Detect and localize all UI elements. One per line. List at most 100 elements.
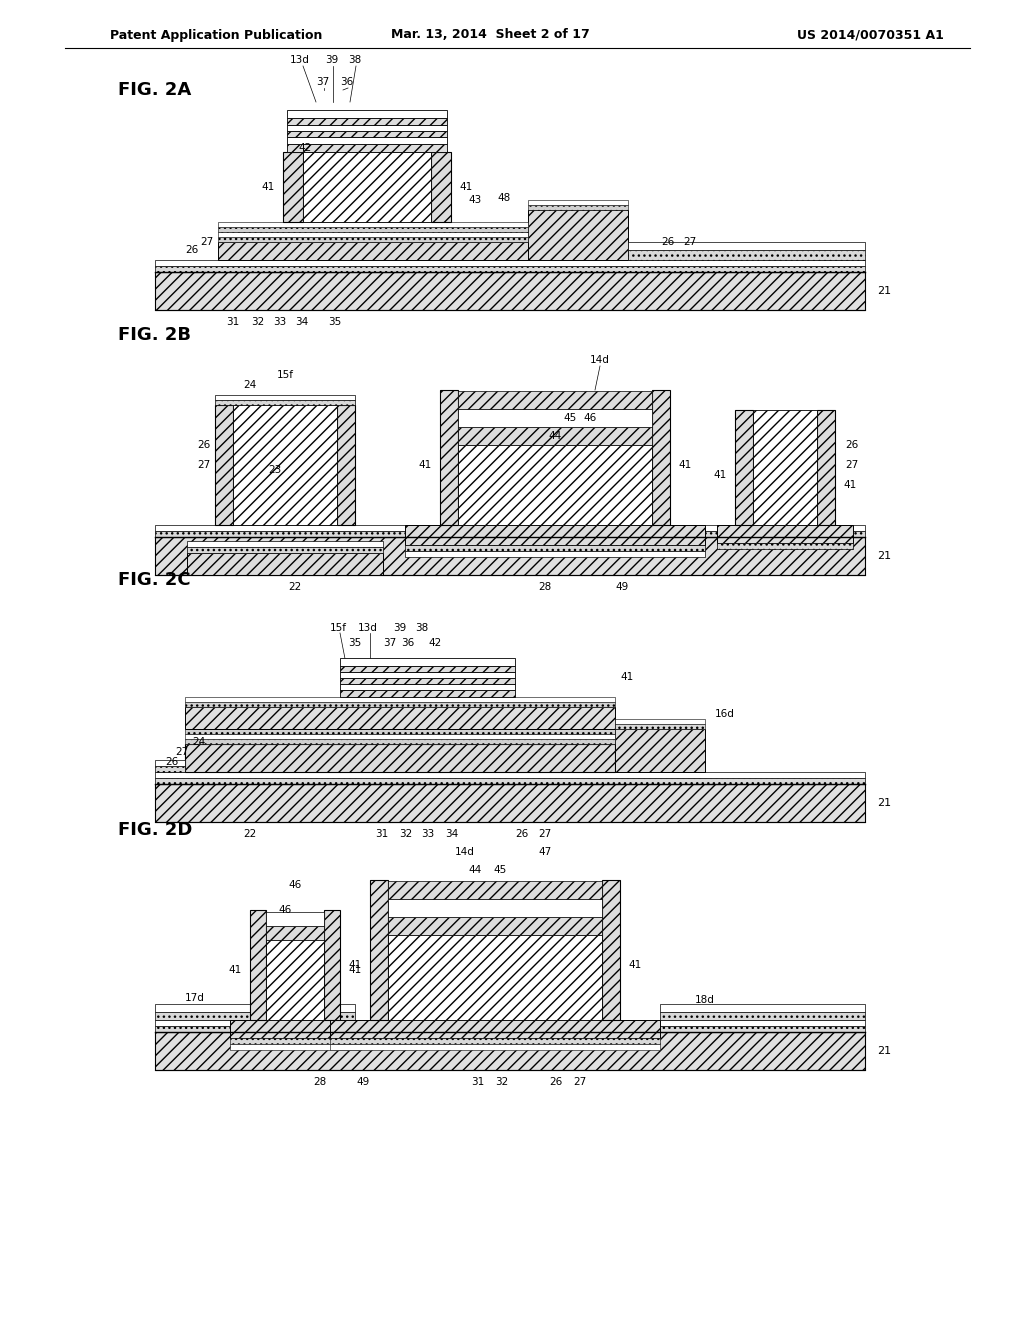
Bar: [388, 917, 602, 935]
Bar: [155, 1026, 865, 1032]
Text: 41: 41: [419, 459, 432, 470]
Bar: [155, 272, 865, 310]
Bar: [215, 400, 355, 405]
Bar: [230, 1044, 360, 1049]
Bar: [528, 205, 628, 210]
Bar: [187, 546, 383, 553]
Bar: [602, 880, 620, 1020]
Text: 33: 33: [421, 829, 434, 840]
Bar: [155, 772, 865, 777]
Bar: [283, 152, 303, 222]
Text: 43: 43: [468, 195, 481, 205]
Text: 27: 27: [200, 238, 213, 247]
Text: 28: 28: [539, 582, 552, 591]
Bar: [817, 411, 835, 525]
Text: 37: 37: [316, 77, 330, 87]
Text: 28: 28: [313, 1077, 327, 1086]
Text: 24: 24: [244, 380, 257, 389]
Text: 21: 21: [877, 550, 891, 561]
Text: 39: 39: [326, 55, 339, 65]
Bar: [370, 880, 388, 1020]
Text: 46: 46: [279, 906, 292, 915]
Text: 41: 41: [348, 965, 361, 975]
Text: 16d: 16d: [715, 709, 735, 719]
Bar: [753, 411, 817, 525]
Text: 22: 22: [244, 829, 257, 840]
Text: 36: 36: [340, 77, 353, 87]
Text: 45: 45: [563, 413, 577, 422]
Bar: [266, 940, 324, 1020]
Text: 15f: 15f: [330, 623, 346, 634]
Bar: [431, 152, 451, 222]
Text: 31: 31: [471, 1077, 484, 1086]
Bar: [440, 389, 458, 525]
Bar: [185, 739, 615, 744]
Text: 41: 41: [843, 480, 856, 490]
Text: 13d: 13d: [290, 55, 310, 65]
Bar: [615, 729, 705, 772]
Bar: [185, 734, 615, 739]
Bar: [233, 405, 337, 525]
Bar: [717, 543, 853, 549]
Bar: [340, 657, 515, 667]
Bar: [340, 684, 515, 690]
Bar: [528, 201, 628, 205]
Bar: [155, 784, 865, 822]
Text: 21: 21: [877, 1045, 891, 1056]
Text: 27: 27: [175, 747, 188, 756]
Text: 41: 41: [714, 470, 727, 480]
Bar: [340, 690, 515, 697]
Text: 49: 49: [356, 1077, 370, 1086]
Text: 41: 41: [459, 182, 472, 191]
Text: 41: 41: [228, 965, 242, 975]
Bar: [250, 909, 266, 1020]
Bar: [185, 708, 615, 729]
Text: 31: 31: [226, 317, 240, 327]
Bar: [388, 880, 602, 899]
Text: 26: 26: [185, 246, 199, 255]
Text: 26: 26: [845, 440, 858, 450]
Text: 23: 23: [268, 465, 282, 475]
Bar: [287, 131, 447, 137]
Bar: [187, 541, 383, 546]
Bar: [628, 249, 865, 260]
Text: 46: 46: [289, 880, 302, 890]
Text: 42: 42: [428, 638, 441, 648]
Bar: [155, 766, 185, 772]
Bar: [185, 729, 615, 734]
Text: 35: 35: [329, 317, 342, 327]
Bar: [615, 723, 705, 729]
Text: 38: 38: [416, 623, 429, 634]
Text: 34: 34: [445, 829, 459, 840]
Bar: [406, 525, 705, 545]
Text: 26: 26: [515, 829, 528, 840]
Bar: [218, 232, 528, 238]
Text: 41: 41: [620, 672, 633, 682]
Text: 27: 27: [683, 238, 696, 247]
Text: Mar. 13, 2014  Sheet 2 of 17: Mar. 13, 2014 Sheet 2 of 17: [390, 29, 590, 41]
Text: 17d: 17d: [185, 993, 205, 1003]
Bar: [528, 210, 628, 260]
Bar: [218, 238, 528, 242]
Text: 37: 37: [383, 638, 396, 648]
Text: 14d: 14d: [590, 355, 610, 366]
Bar: [660, 1012, 865, 1020]
Bar: [155, 777, 865, 784]
Bar: [266, 927, 324, 940]
Text: 27: 27: [539, 829, 552, 840]
Text: 44: 44: [549, 432, 561, 441]
Bar: [187, 553, 383, 576]
Bar: [615, 719, 705, 723]
Bar: [230, 1038, 360, 1044]
Text: 34: 34: [295, 317, 308, 327]
Bar: [406, 545, 705, 550]
Bar: [652, 389, 670, 525]
Bar: [185, 744, 615, 772]
Text: 36: 36: [401, 638, 415, 648]
Text: 22: 22: [289, 582, 302, 591]
Text: 21: 21: [877, 799, 891, 808]
Text: 27: 27: [197, 459, 210, 470]
Bar: [340, 667, 515, 672]
Bar: [230, 1020, 360, 1038]
Text: FIG. 2D: FIG. 2D: [118, 821, 193, 840]
